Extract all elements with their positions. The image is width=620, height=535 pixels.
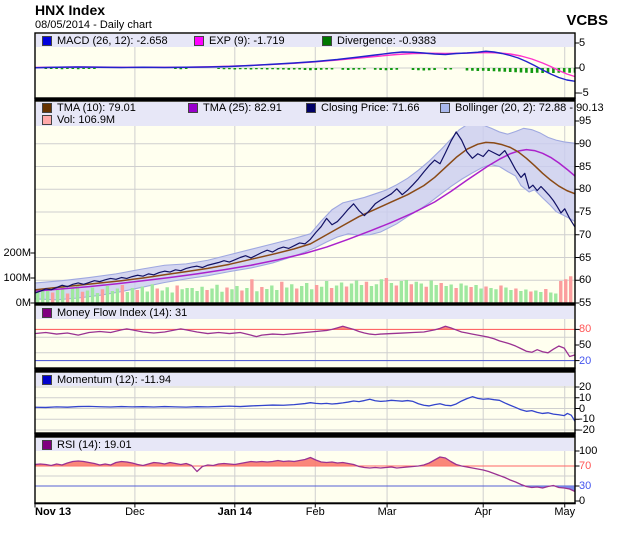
brand-logo: VCBS — [566, 12, 608, 29]
chart-subtitle: 08/05/2014 - Daily chart — [35, 19, 152, 31]
page-title: HNX Index — [35, 2, 106, 18]
